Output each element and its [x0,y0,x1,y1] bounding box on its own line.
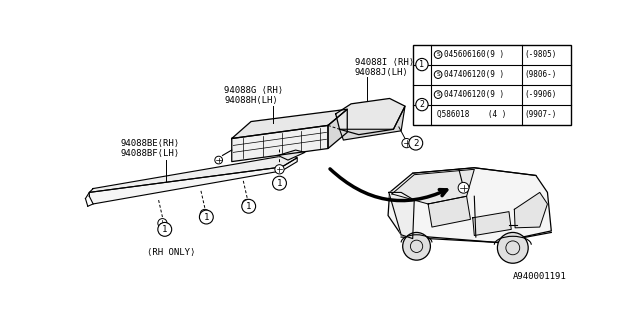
Circle shape [416,59,428,71]
Text: 1: 1 [162,225,168,234]
Text: ⟨RH ONLY⟩: ⟨RH ONLY⟩ [147,248,195,257]
Text: 94088H⟨LH⟩: 94088H⟨LH⟩ [224,96,278,105]
Polygon shape [388,168,551,243]
Circle shape [435,91,442,99]
FancyArrowPatch shape [330,169,447,201]
Polygon shape [278,150,305,160]
Polygon shape [90,156,297,192]
Text: 94088I ⟨RH⟩: 94088I ⟨RH⟩ [355,58,414,67]
Text: S: S [436,72,440,77]
Polygon shape [336,99,405,135]
Polygon shape [232,125,328,162]
Text: 047406120(9 ): 047406120(9 ) [444,90,504,99]
Text: 1: 1 [246,202,252,211]
Polygon shape [392,169,474,204]
Text: Q586018    (4 ): Q586018 (4 ) [437,110,507,119]
Circle shape [409,136,422,150]
Text: S: S [436,52,440,57]
Circle shape [435,71,442,78]
Polygon shape [428,196,470,227]
Circle shape [215,156,223,164]
Circle shape [200,210,213,224]
Circle shape [158,222,172,236]
Circle shape [273,176,287,190]
Circle shape [275,165,284,174]
Text: 1: 1 [277,179,282,188]
Text: A940001191: A940001191 [513,272,566,281]
Text: (9806-): (9806-) [524,70,557,79]
Polygon shape [515,192,547,228]
Text: (9907-): (9907-) [524,110,557,119]
Text: 047406120(9 ): 047406120(9 ) [444,70,504,79]
Circle shape [243,199,252,209]
Polygon shape [340,106,405,140]
Circle shape [416,99,428,111]
Circle shape [242,199,255,213]
Polygon shape [328,109,348,148]
Text: (-9805): (-9805) [524,50,557,59]
Circle shape [158,219,167,228]
Text: 2: 2 [413,139,419,148]
Text: 94088J⟨LH⟩: 94088J⟨LH⟩ [355,68,409,77]
Bar [413,44,570,124]
Text: 1: 1 [419,60,424,69]
Text: 045606160(9 ): 045606160(9 ) [444,50,504,59]
Polygon shape [389,192,414,239]
Circle shape [497,232,528,263]
Text: 94088BF⟨LH⟩: 94088BF⟨LH⟩ [120,148,179,157]
Polygon shape [473,212,511,236]
Text: 2: 2 [419,100,424,109]
Circle shape [458,182,469,193]
Circle shape [435,51,442,59]
Polygon shape [90,158,297,204]
Circle shape [200,209,209,219]
Text: 94088G ⟨RH⟩: 94088G ⟨RH⟩ [224,86,283,95]
Circle shape [403,232,431,260]
Text: (-9906): (-9906) [524,90,557,99]
Text: 94088BE⟨RH⟩: 94088BE⟨RH⟩ [120,139,179,148]
Circle shape [402,139,411,148]
Text: 1: 1 [204,212,209,221]
Text: S: S [436,92,440,97]
Polygon shape [232,109,348,139]
